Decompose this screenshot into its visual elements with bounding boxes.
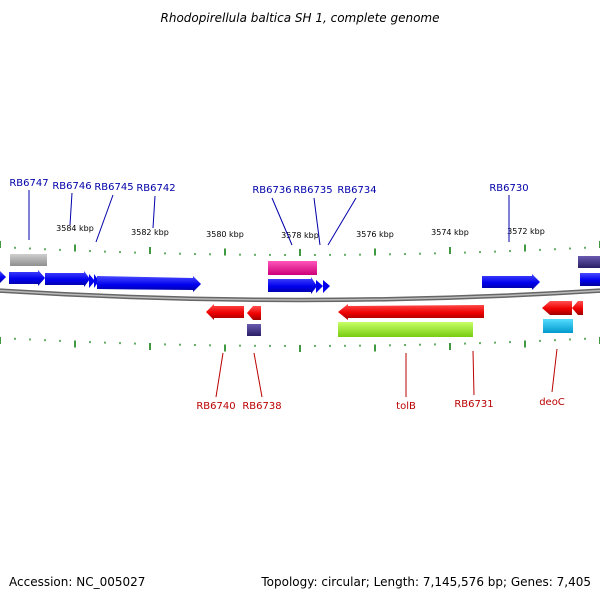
- gene-arrow-rb6747[interactable]: [9, 270, 45, 286]
- label-leader: [472, 350, 475, 396]
- genome-backbone-highlight: [0, 289, 600, 301]
- gene-arrow-rb6736[interactable]: [268, 277, 317, 294]
- gene-label-rb6742[interactable]: RB6742: [136, 183, 175, 194]
- label-leader: [253, 352, 263, 398]
- genome-summary-text: Topology: circular; Length: 7,145,576 bp…: [260, 575, 591, 589]
- label-leader: [313, 197, 321, 246]
- map-title: Rhodopirellula baltica SH 1, complete ge…: [161, 11, 440, 25]
- gene-arrow-edge-left[interactable]: [0, 271, 6, 283]
- label-leader: [551, 348, 558, 393]
- gene-label-rb6736[interactable]: RB6736: [252, 185, 291, 196]
- bottom-gene-labels: RB6740 RB6738 tolB RB6731 deoC: [196, 348, 565, 412]
- gene-arrow-rb6745-a[interactable]: [89, 274, 95, 288]
- gene-arrow-rb6730[interactable]: [482, 274, 540, 290]
- gene-arrow-rb6746[interactable]: [45, 271, 90, 287]
- scale-labels: 3584 kbp 3582 kbp 3580 kbp 3578 kbp 3576…: [56, 224, 545, 240]
- scale-ticks-top: [0, 241, 600, 256]
- gene-arrow-rb6735[interactable]: [316, 280, 323, 293]
- scale-label: 3574 kbp: [431, 228, 469, 237]
- gene-label-rb6740[interactable]: RB6740: [196, 401, 235, 412]
- label-leader: [95, 194, 114, 243]
- gene-feature-tolb-green[interactable]: [338, 322, 473, 337]
- scale-label: 3580 kbp: [206, 230, 244, 239]
- gene-label-rb6745[interactable]: RB6745: [94, 182, 133, 193]
- gene-label-rb6731[interactable]: RB6731: [454, 399, 493, 410]
- gene-arrow-tolb[interactable]: [338, 304, 484, 320]
- gene-label-rb6734[interactable]: RB6734: [337, 185, 376, 196]
- label-leader: [215, 352, 224, 398]
- label-leader: [327, 197, 357, 246]
- label-leader: [271, 197, 293, 246]
- scale-label: 3584 kbp: [56, 224, 94, 233]
- label-leader: [152, 195, 156, 229]
- scale-label: 3576 kbp: [356, 230, 394, 239]
- scale-label: 3578 kbp: [281, 231, 319, 240]
- gene-feature-rb6738-purple[interactable]: [247, 324, 261, 336]
- gene-feature-edge-purple[interactable]: [578, 256, 600, 268]
- gene-label-tolb[interactable]: tolB: [396, 401, 416, 412]
- scale-label: 3572 kbp: [507, 227, 545, 236]
- gene-arrow-rb6734[interactable]: [323, 280, 330, 293]
- gene-feature-rb6736-magenta[interactable]: [268, 261, 317, 275]
- scale-ticks-bottom: [0, 337, 600, 352]
- gene-feature-deoc-cyan[interactable]: [543, 319, 573, 333]
- gene-feature-rb6747-grey[interactable]: [10, 254, 47, 266]
- gene-arrow-deoc[interactable]: [542, 301, 572, 315]
- gene-label-rb6747[interactable]: RB6747: [9, 178, 48, 189]
- gene-arrow-edge-right[interactable]: [580, 273, 600, 286]
- gene-label-rb6735[interactable]: RB6735: [293, 185, 332, 196]
- gene-label-rb6738[interactable]: RB6738: [242, 401, 281, 412]
- gene-arrow-rb6738[interactable]: [247, 306, 261, 320]
- gene-label-deoc[interactable]: deoC: [539, 397, 565, 408]
- accession-text: Accession: NC_005027: [9, 575, 145, 589]
- reverse-strand-genes: [206, 301, 583, 337]
- gene-arrow-rb6740[interactable]: [206, 304, 244, 320]
- top-gene-labels: RB6747 RB6746 RB6745 RB6742 RB6736 RB673…: [9, 178, 529, 246]
- label-leader: [69, 192, 73, 226]
- gene-label-rb6746[interactable]: RB6746: [52, 181, 91, 192]
- forward-strand-genes: [0, 254, 600, 294]
- gene-arrow-rb6742[interactable]: [97, 276, 201, 292]
- scale-label: 3582 kbp: [131, 228, 169, 237]
- gene-label-rb6730[interactable]: RB6730: [489, 183, 528, 194]
- gene-arrow-rb6745-b[interactable]: [94, 274, 99, 288]
- gene-arrow-deoc-small[interactable]: [572, 301, 583, 315]
